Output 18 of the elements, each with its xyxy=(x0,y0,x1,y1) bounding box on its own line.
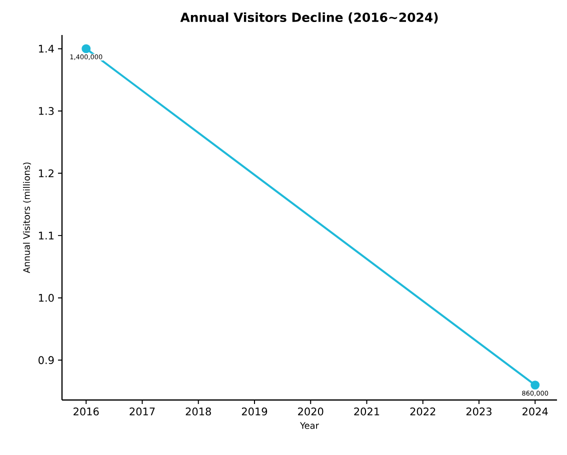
x-tick-label: 2017 xyxy=(130,408,155,416)
x-tick-label: 2021 xyxy=(354,408,380,416)
x-tick-label: 2024 xyxy=(522,408,548,416)
y-axis-title: Annual Visitors (millions) xyxy=(23,162,32,274)
y-tick-label: 1.2 xyxy=(38,169,54,178)
y-tick-label: 1.4 xyxy=(38,44,54,53)
y-tick-label: 1.3 xyxy=(38,107,54,115)
x-tick-label: 2016 xyxy=(74,408,99,416)
chart-title: Annual Visitors Decline (2016~2024) xyxy=(180,12,438,24)
y-tick-label: 0.9 xyxy=(38,356,54,364)
x-tick-label: 2022 xyxy=(410,408,436,416)
x-tick-label: 2019 xyxy=(242,408,268,416)
x-tick-label: 2018 xyxy=(186,408,211,416)
x-axis-title: Year xyxy=(300,422,319,429)
y-tick-label: 1.1 xyxy=(38,232,54,240)
x-tick-label: 2023 xyxy=(466,408,492,416)
y-tick-label: 1.0 xyxy=(38,294,54,302)
x-tick-label: 2020 xyxy=(298,408,324,416)
